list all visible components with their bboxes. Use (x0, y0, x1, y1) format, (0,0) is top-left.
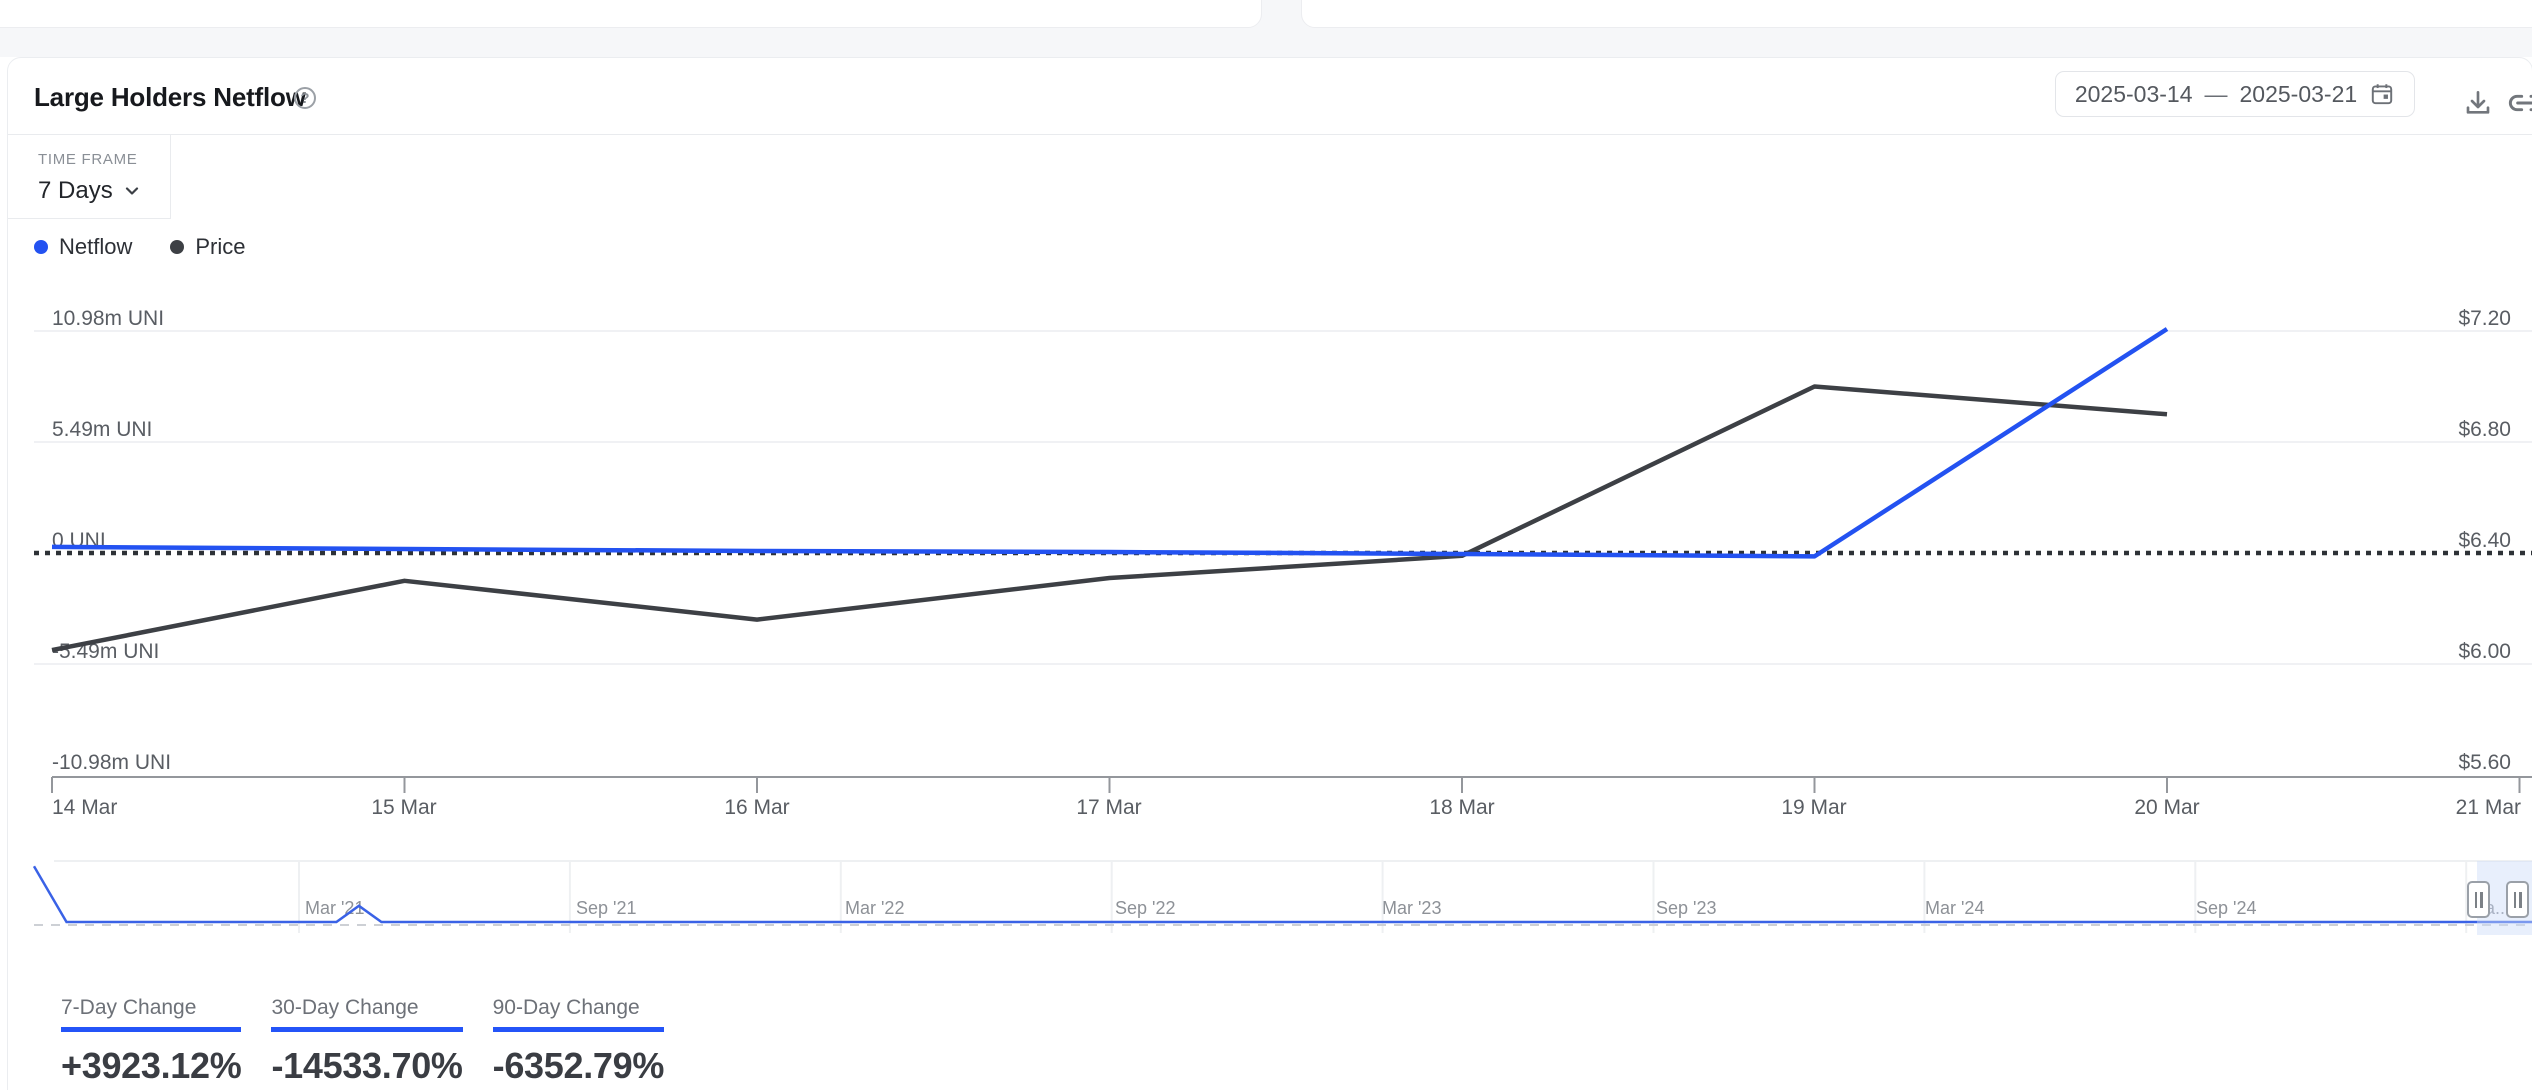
stat-7-day: 7-Day Change +3923.12% (61, 996, 242, 1087)
date-separator: — (2204, 80, 2228, 107)
calendar-icon (2369, 81, 2395, 107)
x-tick: 19 Mar (1781, 796, 1847, 819)
stat-30-day: 30-Day Change -14533.70% (271, 996, 463, 1087)
y-right-tick: $7.20 (2458, 307, 2511, 330)
y-left-tick: 5.49m UNI (52, 418, 153, 441)
mini-tick: Sep '24 (2196, 898, 2257, 918)
netflow-card: Large Holders Netflow ? 2025-03-14 — 202… (7, 57, 2532, 1090)
stat-value: +3923.12% (61, 1045, 242, 1086)
stat-value: -14533.70% (271, 1045, 463, 1086)
y-right-tick: $6.40 (2458, 529, 2511, 552)
y-right-tick: $5.60 (2458, 751, 2511, 774)
mini-tick: Sep '23 (1656, 898, 1717, 918)
date-range-picker[interactable]: 2025-03-14 — 2025-03-21 (2055, 71, 2415, 117)
link-icon (2504, 94, 2532, 122)
brush-handle-left[interactable] (2467, 881, 2490, 918)
mini-tick: Mar '23 (1382, 898, 1442, 918)
header-divider (8, 134, 2532, 135)
x-tick: 16 Mar (724, 796, 790, 819)
legend-netflow-label: Netflow (59, 234, 133, 259)
download-icon (2462, 90, 2494, 122)
top-card-left (0, 0, 1262, 28)
timeframe-selector[interactable]: TIME FRAME 7 Days (8, 135, 171, 219)
y-left-tick: 10.98m UNI (52, 307, 165, 330)
timeframe-label: TIME FRAME (38, 151, 138, 168)
date-end: 2025-03-21 (2239, 80, 2358, 107)
help-icon[interactable]: ? (294, 87, 316, 109)
y-left-tick: -10.98m UNI (52, 751, 172, 774)
x-tick: 15 Mar (371, 796, 437, 819)
top-card-right (1301, 0, 2532, 28)
y-right-tick: $6.00 (2458, 640, 2511, 663)
y-left-tick: 0 UNI (52, 529, 106, 552)
legend-item-price[interactable]: Price (170, 234, 245, 260)
change-stats: 7-Day Change +3923.12% 30-Day Change -14… (61, 996, 664, 1087)
download-button[interactable] (2458, 84, 2498, 124)
chart-legend: Netflow Price (34, 234, 245, 260)
x-tick: 18 Mar (1429, 796, 1495, 819)
legend-price-label: Price (195, 234, 246, 259)
price-dot-icon (170, 240, 185, 254)
mini-tick: Sep '22 (1115, 898, 1176, 918)
legend-item-netflow[interactable]: Netflow (34, 234, 132, 260)
date-start: 2025-03-14 (2074, 80, 2193, 107)
copy-link-button[interactable] (2504, 84, 2532, 124)
mini-tick: Sep '21 (576, 898, 637, 918)
stat-label: 7-Day Change (61, 996, 242, 1032)
mini-tick: Mar '21 (305, 898, 365, 918)
x-tick: 21 Mar (2455, 796, 2521, 819)
x-tick: 20 Mar (2134, 796, 2200, 819)
y-right-tick: $6.80 (2458, 418, 2511, 441)
netflow-dot-icon (34, 240, 48, 254)
mini-tick: Mar '22 (845, 898, 905, 918)
stat-label: 30-Day Change (271, 996, 463, 1032)
mini-tick: Mar '24 (1925, 898, 1985, 918)
chevron-down-icon (122, 181, 142, 201)
stat-90-day: 90-Day Change -6352.79% (492, 996, 665, 1087)
chart-canvas (32, 327, 2532, 933)
y-left-tick: -5.49m UNI (52, 640, 160, 663)
page-title: Large Holders Netflow (34, 82, 306, 112)
timeframe-value: 7 Days (38, 177, 113, 204)
x-tick: 14 Mar (52, 796, 118, 819)
brush-handle-right[interactable] (2506, 881, 2529, 918)
x-tick: 17 Mar (1076, 796, 1142, 819)
stat-value: -6352.79% (492, 1045, 665, 1086)
stat-label: 90-Day Change (492, 996, 665, 1032)
